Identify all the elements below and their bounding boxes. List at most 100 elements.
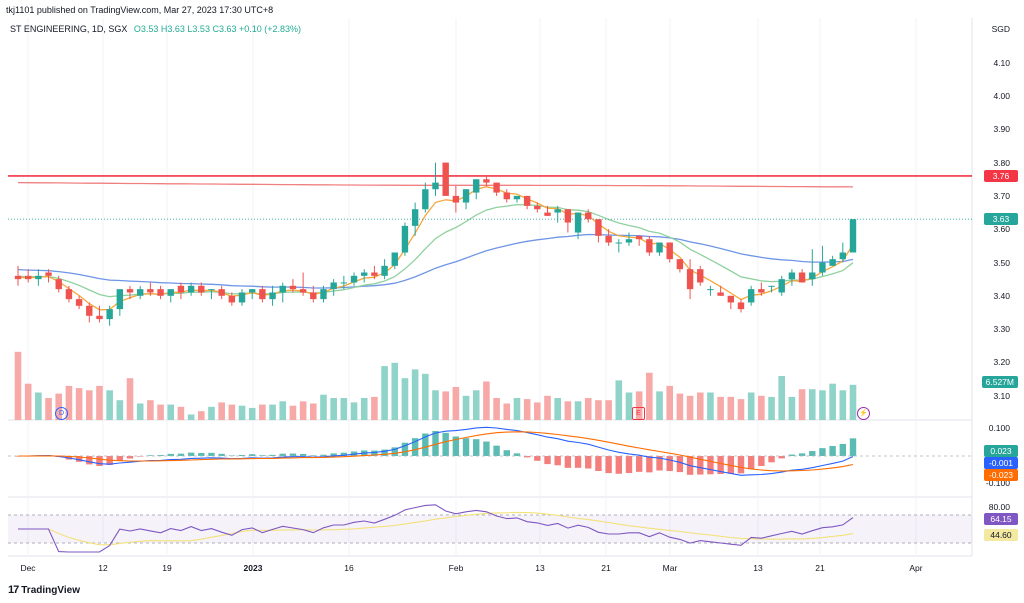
volume-bar (574, 401, 582, 420)
ema-fast-line (17, 186, 854, 311)
volume-bar (564, 401, 572, 420)
macd-histogram-bar (299, 454, 307, 456)
macd-histogram-bar (737, 456, 745, 474)
macd-tick-top: 0.100 (988, 423, 1010, 433)
candle-body (646, 239, 653, 253)
candle-body (157, 289, 164, 296)
candle-body (676, 259, 684, 270)
candle-body (625, 239, 633, 243)
macd-histogram-bar (381, 449, 388, 456)
macd-histogram-bar (187, 452, 195, 456)
candle-body (849, 219, 857, 253)
macd-tick-bottom: -0.100 (985, 478, 1010, 488)
volume-bar (96, 385, 103, 420)
volume-bar (798, 389, 806, 420)
volume-bar (340, 398, 348, 420)
macd-histogram-bar (289, 453, 297, 456)
macd-histogram-bar (208, 452, 215, 456)
candle-body (35, 275, 42, 280)
price-tick: 3.40 (993, 290, 1010, 301)
macd-histogram-bar (177, 453, 185, 456)
macd-histogram-bar (564, 456, 572, 468)
macd-histogram-bar (707, 456, 714, 475)
candle-body (238, 292, 246, 303)
candle-body (320, 289, 327, 300)
volume-bar (411, 369, 419, 420)
macd-histogram-bar (747, 456, 755, 470)
volume-bar (136, 403, 144, 420)
macd-histogram-bar (646, 456, 653, 473)
volume-bar (758, 395, 765, 420)
volume-bar (483, 381, 490, 420)
macd-histogram-bar (758, 456, 765, 467)
candle-body (106, 309, 113, 320)
price-tick: 3.90 (993, 124, 1010, 135)
candle-body (574, 212, 582, 233)
volume-badge: 6.527M (981, 376, 1018, 388)
rsi-line (18, 504, 854, 553)
macd-histogram-bar (269, 454, 276, 456)
macd-histogram-bar (157, 455, 164, 456)
volume-bar (819, 390, 826, 420)
candle-body (768, 285, 775, 287)
candle-body (595, 219, 602, 236)
time-tick: 19 (162, 563, 172, 573)
time-tick: 16 (344, 563, 354, 573)
dividend-marker[interactable]: D (55, 407, 68, 420)
earnings-marker[interactable]: E (632, 407, 645, 420)
macd-histogram-bar (320, 454, 327, 456)
volume-bar (310, 403, 317, 420)
time-tick: 12 (98, 563, 108, 573)
candle-body (788, 272, 796, 280)
candle-body (666, 242, 673, 260)
candle-body (452, 195, 460, 203)
candle-body (585, 212, 592, 220)
macd-histogram-bar (96, 456, 103, 467)
candle-body (187, 285, 195, 293)
macd-histogram-bar (218, 453, 225, 456)
volume-bar (422, 373, 429, 420)
macd-histogram-bar (829, 445, 836, 456)
price-tick: 3.10 (993, 390, 1010, 401)
candle-body (259, 289, 266, 300)
macd-histogram-bar (615, 456, 622, 474)
candle-body (473, 179, 480, 193)
rsi-band (8, 515, 972, 543)
macd-histogram-bar (330, 453, 337, 456)
candle-body (564, 209, 572, 223)
macd-line-badge: -0.001 (984, 457, 1018, 469)
time-tick: Dec (20, 563, 36, 573)
macd-histogram-bar (503, 450, 510, 456)
volume-bar (147, 400, 154, 420)
time-tick: Feb (448, 563, 464, 573)
candle-body (136, 289, 144, 296)
macd-histogram-bar (656, 456, 663, 471)
volume-bar (350, 402, 358, 420)
candle-body (758, 289, 765, 293)
rsi-badge: 64.15 (984, 513, 1018, 525)
volume-bar (289, 405, 297, 420)
candle-body (177, 285, 185, 293)
macd-signal-badge: -0.023 (984, 469, 1018, 481)
candle-body (442, 162, 449, 196)
volume-bar (401, 378, 409, 420)
price-tick: 3.50 (993, 257, 1010, 268)
volume-bar (259, 404, 266, 420)
volume-bar (513, 398, 521, 420)
volume-bar (768, 396, 775, 420)
candle-body (269, 292, 276, 300)
volume-bar (717, 396, 724, 420)
candle-body (411, 209, 419, 226)
macd-histogram-bar (778, 456, 785, 459)
macd-histogram-bar (523, 456, 531, 458)
volume-bar (432, 390, 439, 420)
candle-body (14, 275, 22, 280)
lightning-icon[interactable]: ⚡ (857, 407, 870, 420)
publisher-line: tkj1101 published on TradingView.com, Ma… (6, 5, 274, 15)
candle-body (279, 285, 286, 293)
volume-bar (544, 395, 551, 420)
volume-bar (615, 380, 623, 420)
volume-bar (472, 390, 480, 420)
macd-histogram-bar (666, 456, 673, 472)
